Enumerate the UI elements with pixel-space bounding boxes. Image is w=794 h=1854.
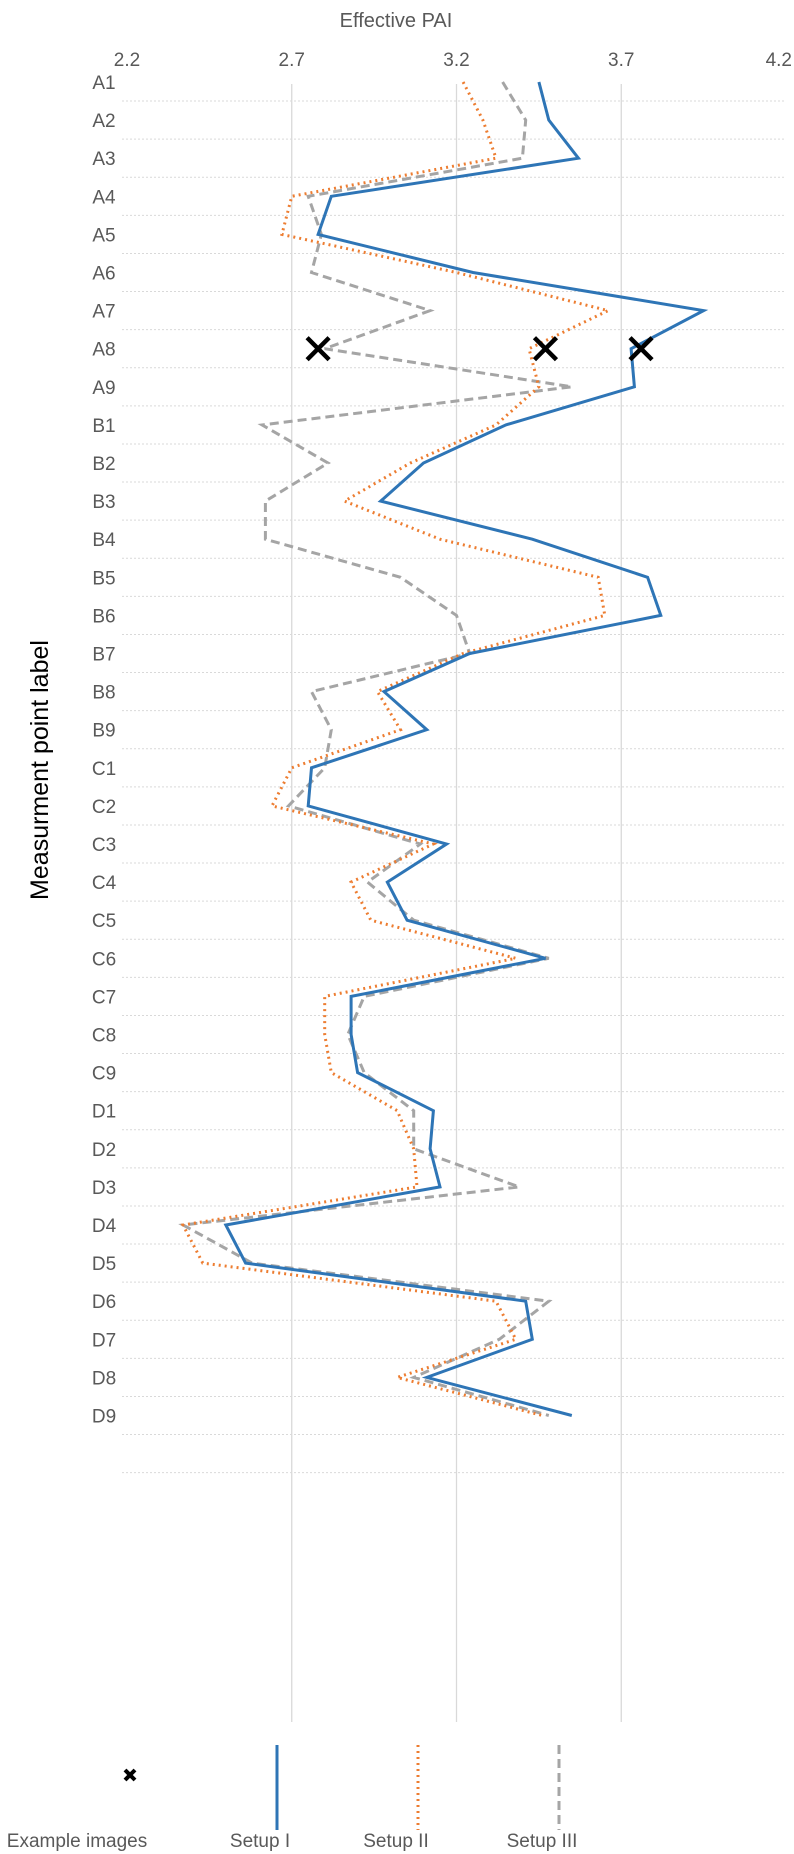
y-tick-label: D4: [92, 1216, 117, 1237]
y-tick-label: C3: [92, 835, 116, 856]
legend-label-setup-ii: Setup II: [363, 1831, 429, 1852]
example-image-marker: [628, 336, 654, 362]
y-tick-label: A8: [92, 340, 115, 361]
legend-label-setup-iii: Setup III: [507, 1831, 578, 1852]
y-tick-label: B7: [92, 645, 115, 666]
y-tick-label: B4: [92, 530, 116, 551]
y-tick-label: A5: [92, 225, 115, 246]
y-tick-label: C6: [92, 949, 116, 970]
y-tick-label: B6: [92, 606, 115, 627]
y-tick-label: C2: [92, 797, 116, 818]
y-tick-label: C7: [92, 987, 116, 1008]
x-tick-label: 3.7: [608, 50, 634, 71]
y-tick-label: C8: [92, 1026, 116, 1047]
y-tick-labels: A1 A2 A3 A4 A5 A6 A7 A8 A9 B1 B2 B3 B4 B5 B6 B7 B8 B9 C1 C2…: [92, 73, 117, 1428]
y-tick-label: B1: [92, 416, 115, 437]
y-tick-label: D2: [92, 1140, 116, 1161]
x-tick-label: 3.2: [443, 50, 469, 71]
y-axis-title: Measurment point label: [26, 640, 54, 900]
y-tick-label: D7: [92, 1330, 116, 1351]
legend-item-setup-ii: Setup II: [363, 1745, 429, 1852]
series-line-setup-iii: [178, 81, 573, 1417]
y-tick-label: D3: [92, 1178, 116, 1199]
legend-label-example-images: Example images: [7, 1831, 147, 1852]
y-tick-label: D1: [92, 1102, 116, 1123]
x-tick-labels: 2.2 2.7 3.2 3.7 4.2: [114, 50, 792, 71]
series-lines: [178, 81, 709, 1417]
y-tick-label: B9: [92, 721, 115, 742]
legend-item-setup-i: Setup I: [230, 1745, 290, 1852]
y-tick-label: A6: [92, 264, 115, 285]
y-tick-label: D6: [92, 1292, 116, 1313]
series-line-setup-ii: [180, 81, 613, 1417]
x-tick-label: 2.2: [114, 50, 140, 71]
x-tick-label: 2.7: [279, 50, 305, 71]
legend-label-setup-i: Setup I: [230, 1831, 290, 1852]
y-tick-label: B2: [92, 454, 115, 475]
series-line-setup-i: [223, 81, 709, 1417]
legend-x-marker: [123, 1768, 137, 1782]
x-axis-title: Effective PAI: [340, 10, 453, 32]
legend-item-setup-iii: Setup III: [507, 1745, 578, 1852]
y-tick-label: C9: [92, 1064, 116, 1085]
y-tick-label: D9: [92, 1407, 116, 1428]
y-tick-label: A1: [92, 73, 115, 94]
vertical-gridlines: [291, 84, 622, 1722]
y-tick-label: A9: [92, 378, 115, 399]
y-tick-label: B5: [92, 568, 115, 589]
y-tick-label: B8: [92, 683, 115, 704]
example-image-marker: [305, 336, 331, 362]
y-tick-label: A7: [92, 302, 115, 323]
horizontal-gridlines: [122, 100, 786, 1474]
x-tick-label: 4.2: [766, 50, 792, 71]
y-tick-label: B3: [92, 492, 115, 513]
legend-item-example-images: Example images: [7, 1768, 147, 1852]
y-tick-label: C1: [92, 759, 116, 780]
y-tick-label: A4: [92, 187, 116, 208]
example-image-marker: [532, 336, 559, 362]
y-tick-label: C5: [92, 911, 116, 932]
y-tick-label: A3: [92, 149, 115, 170]
y-tick-label: D8: [92, 1368, 116, 1389]
legend: Example images Setup I Setup II Setup II…: [7, 1745, 578, 1852]
y-tick-label: C4: [92, 873, 117, 894]
example-image-markers: [305, 336, 654, 362]
y-tick-label: D5: [92, 1254, 116, 1275]
y-tick-label: A2: [92, 111, 115, 132]
